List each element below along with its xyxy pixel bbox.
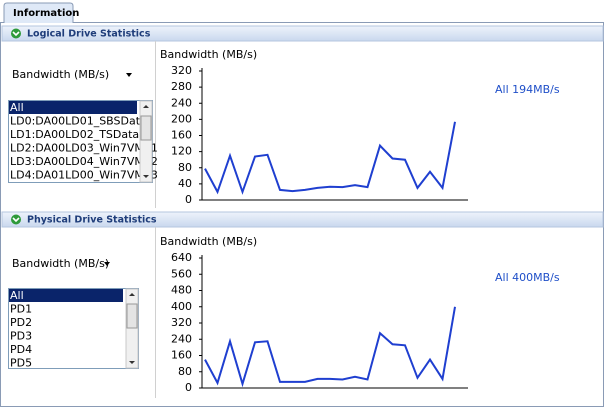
y-tick-label: 320 xyxy=(171,64,192,77)
list-item[interactable]: LD4:DA01LD00_Win7VM03 xyxy=(10,169,158,182)
list-item[interactable]: PD2 xyxy=(10,316,32,329)
list-item[interactable]: PD5 xyxy=(10,357,32,370)
scroll-up[interactable] xyxy=(143,105,149,108)
data-line xyxy=(204,306,456,388)
y-tick-label: 640 xyxy=(171,251,192,264)
scroll-thumb[interactable] xyxy=(140,115,152,141)
scroll-up[interactable] xyxy=(129,293,135,296)
list-item[interactable]: LD2:DA00LD03_Win7VM01 xyxy=(10,142,158,155)
y-tick-label: 400 xyxy=(171,300,192,313)
section-title: Logical Drive Statistics xyxy=(27,29,151,40)
data-line xyxy=(204,121,456,195)
y-tick-label: 0 xyxy=(185,381,192,394)
scroll-down[interactable] xyxy=(143,175,149,178)
list-item[interactable]: All xyxy=(10,101,24,114)
y-tick-label: 240 xyxy=(171,332,192,345)
scroll-thumb[interactable] xyxy=(126,303,138,329)
dropdown[interactable]: Bandwidth (MB/s) xyxy=(12,68,109,81)
summary: All 194MB/s xyxy=(495,83,560,96)
y-tick-label: 0 xyxy=(185,193,192,206)
y-tick-label: 200 xyxy=(171,112,192,125)
section-header xyxy=(1,25,604,42)
y-tick-label: 80 xyxy=(178,161,192,174)
y-tick-label: 160 xyxy=(171,129,192,142)
chart-title: Bandwidth (MB/s) xyxy=(160,48,257,61)
list-item[interactable]: PD3 xyxy=(10,330,32,343)
y-tick-label: 80 xyxy=(178,365,192,378)
y-tick-label: 480 xyxy=(171,284,192,297)
y-tick-label: 240 xyxy=(171,96,192,109)
summary: All 400MB/s xyxy=(495,271,560,284)
collapse-icon[interactable] xyxy=(11,28,21,39)
y-tick-label: 560 xyxy=(171,267,192,280)
y-tick-label: 320 xyxy=(171,316,192,329)
collapse-chevron[interactable] xyxy=(12,217,20,223)
tab-label[interactable]: Information xyxy=(13,8,79,19)
list-item[interactable]: PD4 xyxy=(10,343,32,356)
list-item[interactable]: LD0:DA00LD01_SBSData xyxy=(10,115,147,128)
scroll-down[interactable] xyxy=(129,361,135,364)
y-tick-label: 160 xyxy=(171,349,192,362)
tab-shape[interactable] xyxy=(3,2,74,23)
list-selection xyxy=(9,101,137,114)
dropdown[interactable]: Bandwidth (MB/s) xyxy=(12,257,109,270)
dropdown-arrow[interactable] xyxy=(104,262,110,266)
y-tick-label: 280 xyxy=(171,80,192,93)
list-selection xyxy=(9,289,123,302)
collapse-chevron[interactable] xyxy=(12,31,20,37)
chart-title: Bandwidth (MB/s) xyxy=(160,235,257,248)
collapse-icon[interactable] xyxy=(11,214,21,225)
y-tick-label: 120 xyxy=(171,145,192,158)
y-tick-label: 40 xyxy=(178,177,192,190)
section-header xyxy=(1,211,604,228)
section-title: Physical Drive Statistics xyxy=(27,215,157,226)
list-item[interactable]: LD3:DA00LD04_Win7VM02 xyxy=(10,155,158,168)
list-item[interactable]: LD1:DA00LD02_TSData xyxy=(10,128,139,141)
dropdown-arrow[interactable] xyxy=(126,73,132,77)
scrollbar[interactable] xyxy=(139,100,153,183)
list-item[interactable]: PD1 xyxy=(10,303,32,316)
list-box xyxy=(8,100,153,183)
list-item[interactable]: All xyxy=(10,289,24,302)
